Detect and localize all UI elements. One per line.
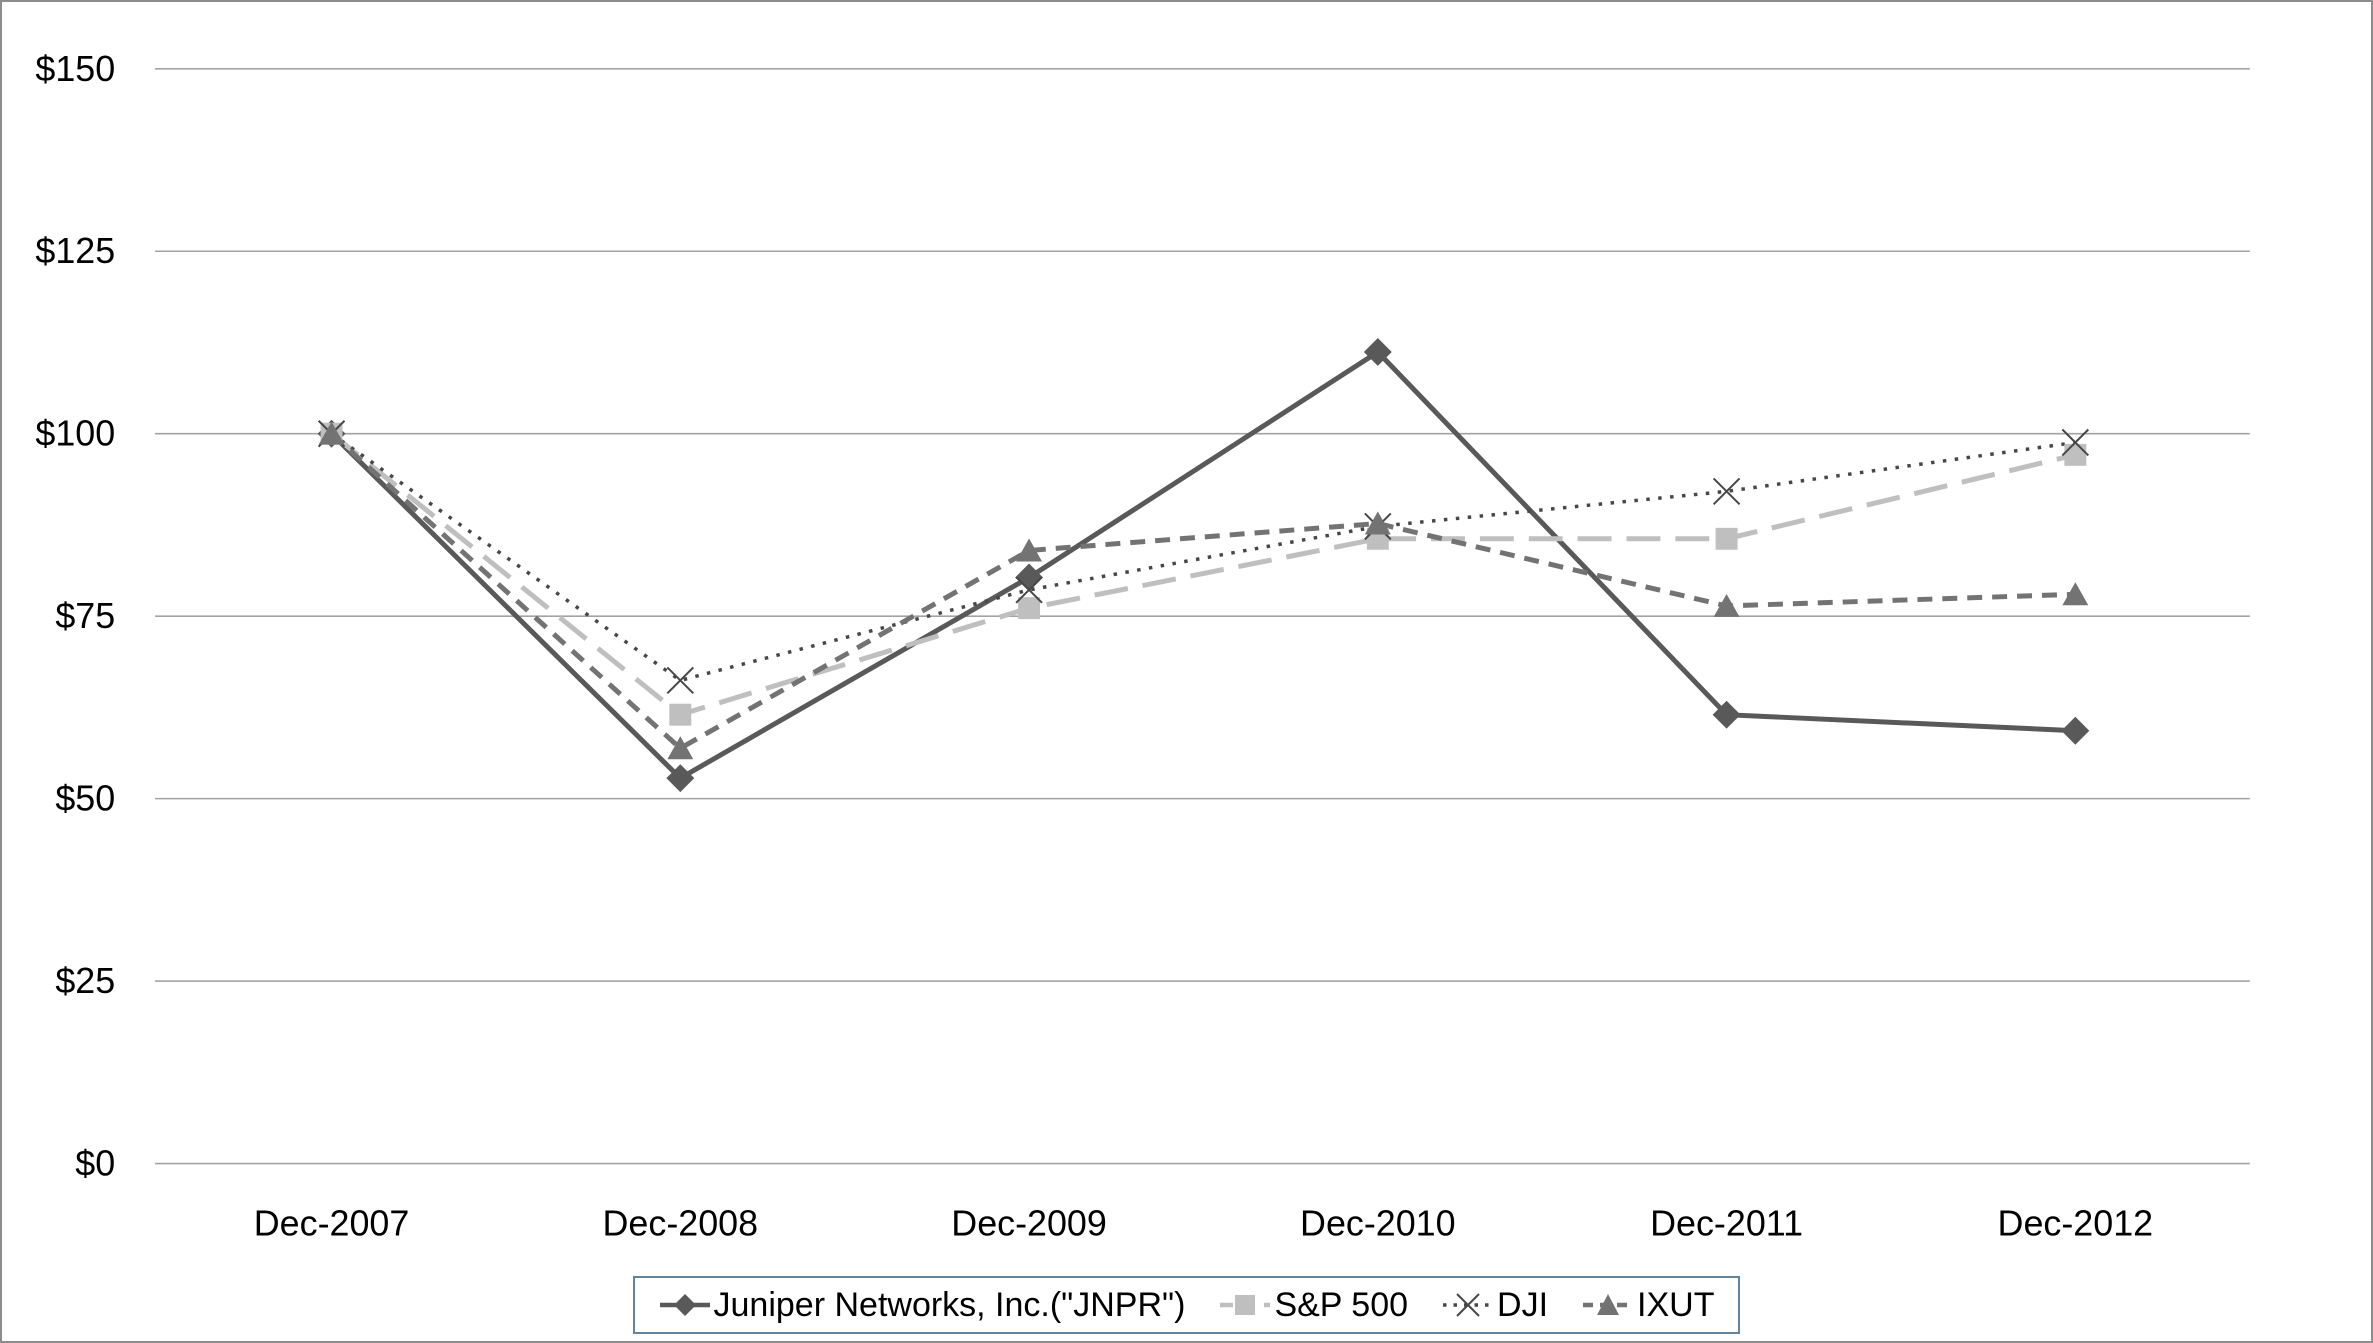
triangle-marker [1713, 593, 1740, 617]
y-axis-tick-label: $75 [55, 596, 115, 636]
triangle-marker [318, 421, 345, 445]
y-axis-tick-label: $0 [75, 1143, 115, 1183]
x-axis-tick-label: Dec-2011 [1650, 1203, 1803, 1243]
series-line-0 [329, 348, 2076, 782]
x-axis-tick-label: Dec-2012 [1998, 1203, 2154, 1243]
triangle-marker [1364, 511, 1391, 535]
x-marker [2061, 428, 2090, 457]
legend-label-ixut: IXUT [1637, 1286, 1715, 1324]
legend-item-sp500: S&P 500 [1219, 1288, 1408, 1322]
diamond-marker [2061, 716, 2090, 745]
legend-label-jnpr: Juniper Networks, Inc.("JNPR") [713, 1286, 1186, 1324]
x-axis-tick-label: Dec-2008 [603, 1203, 759, 1243]
x-axis-tick-label: Dec-2010 [1300, 1203, 1456, 1243]
x-marker [1015, 576, 1043, 604]
x-marker [666, 666, 694, 695]
legend-item-jnpr: Juniper Networks, Inc.("JNPR") [659, 1286, 1186, 1324]
x-marker [1712, 477, 1741, 506]
y-axis-tick-label: $50 [55, 779, 115, 819]
diamond-marker [666, 764, 695, 793]
legend-item-ixut: IXUT [1582, 1288, 1714, 1322]
square-marker [2064, 443, 2087, 466]
legend-label-sp500: S&P 500 [1274, 1286, 1409, 1324]
diamond-marker [1015, 563, 1044, 592]
legend: Juniper Networks, Inc.("JNPR") S&P 500 D… [632, 1276, 1741, 1334]
diamond-line-marker-icon [659, 1294, 710, 1316]
x-dotted-line-marker-icon [1443, 1293, 1494, 1317]
y-axis-tick-label: $150 [35, 49, 115, 89]
square-marker [669, 703, 692, 726]
triangle-marker [667, 736, 694, 760]
legend-label-dji: DJI [1497, 1286, 1549, 1324]
triangle-line-marker-icon [1583, 1294, 1634, 1315]
series-line-2 [330, 432, 2076, 683]
series-line-1 [329, 431, 2076, 718]
y-axis-tick-label: $100 [35, 414, 115, 454]
x-axis-tick-label: Dec-2009 [951, 1203, 1107, 1243]
legend-item-dji: DJI [1442, 1288, 1548, 1322]
square-marker [1018, 597, 1041, 620]
square-marker [1715, 527, 1738, 550]
triangle-marker [1016, 538, 1043, 562]
square-line-marker-icon [1220, 1295, 1271, 1315]
y-axis-tick-label: $25 [55, 961, 115, 1001]
triangle-marker [2062, 582, 2089, 606]
x-axis-tick-label: Dec-2007 [254, 1203, 410, 1243]
y-axis-tick-label: $125 [35, 231, 115, 271]
